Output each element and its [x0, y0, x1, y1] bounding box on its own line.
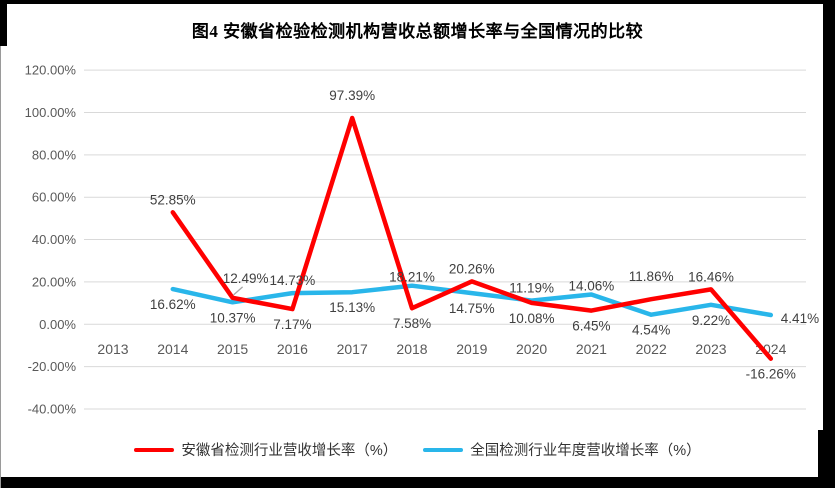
x-axis-tick-label: 2017 — [337, 341, 368, 357]
frame-edge-right — [823, 0, 835, 488]
chart-title: 图4 安徽省检验检测机构营收总额增长率与全国情况的比较 — [191, 22, 644, 41]
data-label: 15.13% — [329, 300, 375, 315]
data-label: 6.45% — [572, 319, 610, 334]
legend-label: 安徽省检测行业营收增长率（%） — [181, 443, 398, 459]
y-axis-tick-label: 60.00% — [32, 190, 77, 205]
data-label: 4.54% — [632, 323, 670, 338]
data-label: 16.46% — [688, 269, 734, 284]
x-axis-tick-label: 2019 — [456, 341, 487, 357]
frame-edge-top — [0, 0, 835, 4]
series-line-national — [170, 283, 774, 318]
x-axis-tick-label: 2014 — [157, 341, 188, 357]
x-axis-tick-label: 2013 — [97, 341, 128, 357]
y-axis-tick-label: 100.00% — [25, 105, 77, 120]
x-axis-tick-label: 2021 — [576, 341, 607, 357]
data-label: 14.06% — [569, 279, 615, 294]
frame-corner-bottom-right — [818, 430, 835, 488]
data-label: 12.49% — [223, 271, 269, 286]
data-label: 11.86% — [629, 269, 674, 284]
y-axis-tick-label: -40.00% — [28, 402, 77, 417]
data-label: -16.26% — [746, 367, 796, 382]
data-label: 7.58% — [393, 316, 431, 331]
y-axis-tick-label: 120.00% — [25, 63, 77, 78]
label-leader-line — [233, 286, 244, 296]
legend-swatch-line — [134, 447, 175, 452]
chart-legend: 安徽省检测行业营收增长率（%） 全国检测行业年度营收增长率（%） — [0, 439, 835, 460]
data-label: 14.73% — [270, 273, 316, 288]
y-axis-tick-label: 40.00% — [32, 232, 77, 247]
frame-edge-bottom — [0, 477, 835, 488]
frame-edge-left — [0, 0, 1, 488]
x-axis-tick-label: 2023 — [695, 341, 726, 357]
y-axis-tick-label: 80.00% — [32, 147, 77, 162]
x-axis-tick-label: 2022 — [636, 341, 667, 357]
y-axis-tick-label: 0.00% — [39, 317, 76, 332]
legend-item-national: 全国检测行业年度营收增长率（%） — [423, 439, 701, 460]
data-label: 18.21% — [389, 270, 435, 285]
data-label: 10.08% — [509, 311, 555, 326]
series-line-anhui — [170, 115, 774, 361]
x-axis-tick-label: 2015 — [217, 341, 248, 357]
x-axis-tick-label: 2016 — [277, 341, 308, 357]
legend-label: 全国检测行业年度营收增长率（%） — [470, 443, 701, 459]
y-axis-tick-label: -20.00% — [28, 359, 77, 374]
data-label: 7.17% — [273, 317, 311, 332]
data-label: 20.26% — [449, 261, 495, 276]
data-label: 11.19% — [509, 281, 554, 296]
y-axis-tick-label: 20.00% — [32, 274, 77, 289]
data-label: 14.75% — [449, 301, 495, 316]
frame-corner-top-left — [0, 0, 7, 46]
data-label: 4.41% — [781, 311, 819, 326]
x-axis-tick-label: 2018 — [396, 341, 427, 357]
legend-item-anhui: 安徽省检测行业营收增长率（%） — [134, 439, 397, 460]
data-label: 97.39% — [329, 88, 375, 103]
legend-swatch-line — [423, 447, 464, 452]
x-axis-tick-label: 2020 — [516, 341, 547, 357]
data-label: 10.37% — [210, 310, 256, 325]
data-label: 16.62% — [150, 297, 196, 312]
data-label: 52.85% — [150, 192, 196, 207]
data-label: 9.22% — [692, 313, 730, 328]
